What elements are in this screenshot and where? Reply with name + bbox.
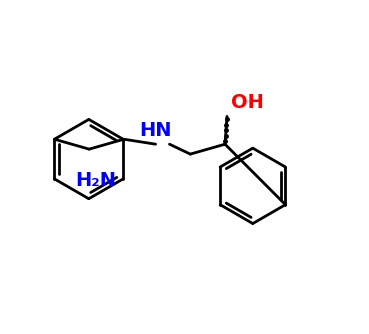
Text: OH: OH xyxy=(231,94,264,113)
Text: H₂N: H₂N xyxy=(75,171,116,190)
Text: HN: HN xyxy=(139,121,172,140)
